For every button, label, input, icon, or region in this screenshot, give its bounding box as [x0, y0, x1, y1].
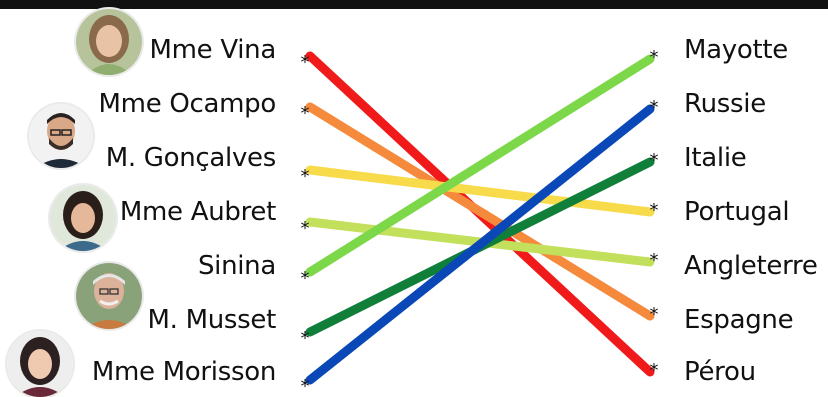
- marker-perou: *: [650, 360, 659, 381]
- connection-sinina-mayotte: [305, 54, 655, 277]
- marker-espagne: *: [650, 304, 659, 325]
- connection-ocampo-espagne: [305, 102, 655, 321]
- marker-musset: *: [301, 328, 310, 349]
- person-label-musset: M. Musset: [147, 305, 277, 335]
- country-label-portugal: Portugal: [684, 197, 790, 227]
- country-label-angleterre: Angleterre: [684, 251, 818, 281]
- country-label-russie: Russie: [684, 89, 766, 119]
- man-portrait-icon: [76, 263, 142, 329]
- marker-angleterre: *: [650, 250, 659, 271]
- marker-italie: *: [650, 150, 659, 171]
- marker-aubret: *: [301, 218, 310, 239]
- marker-morisson: *: [301, 376, 310, 390]
- marker-vina: *: [301, 52, 310, 73]
- country-label-perou: Pérou: [684, 357, 756, 387]
- person-label-aubret: Mme Aubret: [119, 197, 276, 227]
- person-label-morisson: Mme Morisson: [91, 357, 276, 387]
- person-label-ocampo: Mme Ocampo: [98, 89, 277, 119]
- person-label-goncalves: M. Gonçalves: [105, 143, 277, 173]
- avatar-vina: [76, 9, 142, 75]
- country-label-espagne: Espagne: [684, 305, 794, 335]
- avatar-aubret: [50, 185, 116, 251]
- country-label-italie: Italie: [684, 143, 747, 173]
- person-label-sinina: Sinina: [197, 251, 276, 281]
- avatar-ocampo: [29, 104, 93, 168]
- woman-portrait-icon: [76, 9, 142, 75]
- connection-goncalves-portugal: [305, 165, 655, 217]
- marker-ocampo: *: [301, 103, 310, 124]
- top-bar: [0, 0, 828, 9]
- marker-portugal: *: [650, 200, 659, 221]
- marker-mayotte: *: [650, 47, 659, 68]
- marker-russie: *: [650, 97, 659, 118]
- avatar-musset: [76, 263, 142, 329]
- country-label-mayotte: Mayotte: [684, 35, 788, 65]
- person-label-vina: Mme Vina: [149, 35, 277, 65]
- marker-sinina: *: [301, 268, 310, 289]
- marker-goncalves: *: [301, 166, 310, 187]
- connection-morisson-russie: [305, 104, 655, 385]
- man-portrait-icon: [29, 104, 93, 168]
- woman-portrait-icon: [50, 185, 116, 251]
